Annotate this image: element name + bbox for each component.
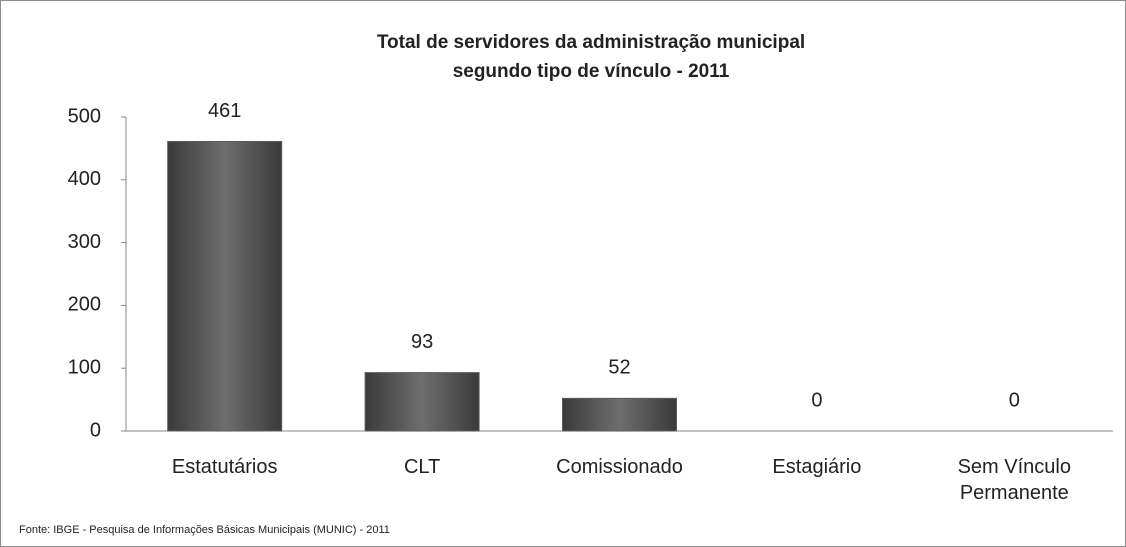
x-tick-label: CLT: [403, 456, 441, 478]
data-label: 0: [1009, 389, 1020, 411]
x-tick-label: Comissionado: [556, 456, 683, 478]
data-label: 93: [411, 331, 433, 353]
chart-title: segundo tipo de vínculo - 2011: [453, 61, 730, 82]
x-tick-label: Estatutários: [171, 456, 278, 478]
bar: [562, 397, 677, 432]
bar: [167, 140, 283, 432]
x-tick-label: Sem Vínculo Permanente: [957, 456, 1071, 504]
data-label: 0: [811, 389, 822, 411]
x-tick-label: Estagiário: [772, 456, 862, 478]
data-label: 461: [208, 100, 241, 122]
y-tick-label: 300: [68, 231, 101, 253]
data-label: 52: [608, 357, 630, 379]
y-tick-label: 200: [68, 294, 101, 316]
y-tick-label: 100: [68, 356, 101, 378]
source-note: Fonte: IBGE - Pesquisa de Informações Bá…: [19, 524, 390, 536]
y-tick-label: 500: [68, 105, 101, 127]
chart-title: Total de servidores da administração mun…: [377, 32, 805, 53]
y-tick-label: 0: [90, 419, 101, 441]
y-tick-label: 400: [68, 168, 101, 190]
bar: [364, 372, 480, 432]
